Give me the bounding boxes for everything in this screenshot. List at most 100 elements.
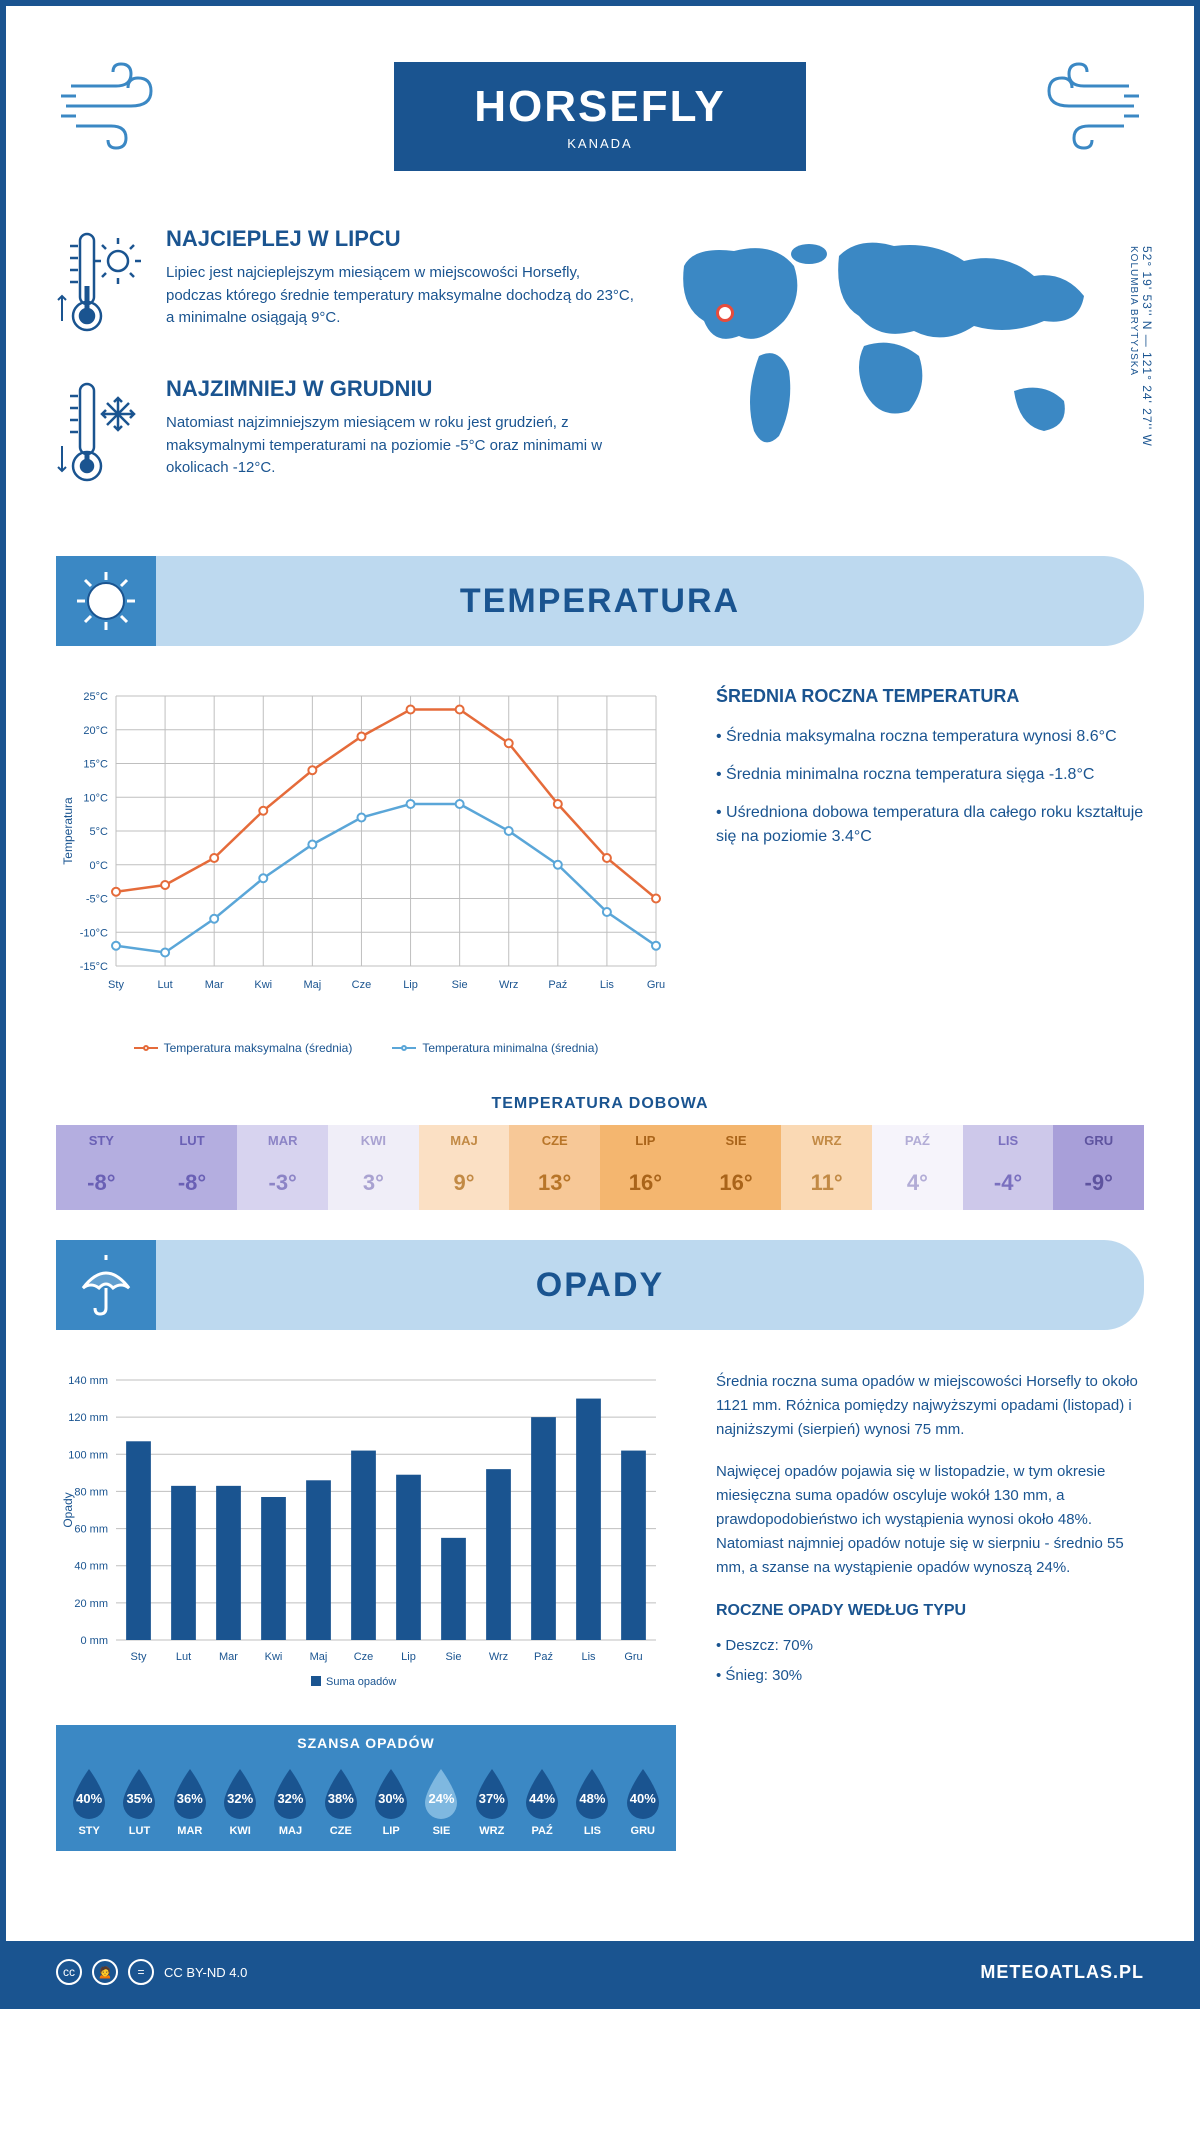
svg-text:5°C: 5°C xyxy=(90,826,109,838)
chance-drop: 38% CZE xyxy=(320,1767,362,1837)
chance-drop: 48% LIS xyxy=(571,1767,613,1837)
warmest-text: Lipiec jest najcieplejszym miesiącem w m… xyxy=(166,262,634,330)
daily-cell: WRZ11° xyxy=(781,1125,872,1210)
thermometer-cold-icon xyxy=(56,376,146,496)
daily-cell: MAJ9° xyxy=(419,1125,510,1210)
svg-text:Kwi: Kwi xyxy=(254,979,272,991)
precip-section-bar: OPADY xyxy=(56,1240,1144,1330)
location-marker-icon xyxy=(716,304,734,322)
warmest-block: NAJCIEPLEJ W LIPCU Lipiec jest najcieple… xyxy=(56,226,634,346)
title-banner: HORSEFLY KANADA xyxy=(394,62,806,171)
precip-p2: Najwięcej opadów pojawia się w listopadz… xyxy=(716,1460,1144,1580)
wind-icon-left xyxy=(56,56,176,156)
svg-text:Paź: Paź xyxy=(534,1651,553,1663)
coldest-block: NAJZIMNIEJ W GRUDNIU Natomiast najzimnie… xyxy=(56,376,634,496)
svg-text:Suma opadów: Suma opadów xyxy=(326,1676,396,1688)
daily-temp-title: TEMPERATURA DOBOWA xyxy=(56,1095,1144,1113)
svg-text:Maj: Maj xyxy=(310,1651,328,1663)
daily-cell: PAŹ4° xyxy=(872,1125,963,1210)
svg-text:80 mm: 80 mm xyxy=(74,1486,108,1498)
by-icon: 🙍 xyxy=(92,1959,118,1985)
svg-text:Gru: Gru xyxy=(647,979,665,991)
svg-text:40 mm: 40 mm xyxy=(74,1561,108,1573)
svg-text:Opady: Opady xyxy=(61,1492,75,1527)
precip-type-item: • Deszcz: 70% xyxy=(716,1634,1144,1658)
svg-text:-15°C: -15°C xyxy=(80,961,108,973)
daily-cell: MAR-3° xyxy=(237,1125,328,1210)
svg-text:-5°C: -5°C xyxy=(86,894,108,906)
umbrella-icon xyxy=(71,1250,141,1320)
daily-cell: SIE16° xyxy=(691,1125,782,1210)
svg-text:Lis: Lis xyxy=(600,979,615,991)
chance-drop: 37% WRZ xyxy=(471,1767,513,1837)
daily-cell: LUT-8° xyxy=(147,1125,238,1210)
wind-icon-right xyxy=(1024,56,1144,156)
svg-text:25°C: 25°C xyxy=(83,691,108,703)
license-text: CC BY-ND 4.0 xyxy=(164,1965,247,1980)
chance-drop: 44% PAŹ xyxy=(521,1767,563,1837)
footer: cc 🙍 = CC BY-ND 4.0 METEOATLAS.PL xyxy=(6,1941,1194,2003)
svg-text:Temperatura: Temperatura xyxy=(61,797,75,865)
svg-text:Sie: Sie xyxy=(452,979,468,991)
svg-text:Gru: Gru xyxy=(624,1651,642,1663)
chance-drop: 32% MAJ xyxy=(269,1767,311,1837)
warmest-title: NAJCIEPLEJ W LIPCU xyxy=(166,226,634,252)
svg-text:Sty: Sty xyxy=(131,1651,147,1663)
svg-text:15°C: 15°C xyxy=(83,759,108,771)
legend-item: Temperatura maksymalna (średnia) xyxy=(134,1041,353,1055)
precip-info: Średnia roczna suma opadów w miejscowośc… xyxy=(716,1370,1144,1694)
temperature-title: TEMPERATURA xyxy=(156,582,1144,621)
coldest-text: Natomiast najzimniejszym miesiącem w rok… xyxy=(166,412,634,480)
chance-drop: 40% GRU xyxy=(622,1767,664,1837)
svg-text:120 mm: 120 mm xyxy=(68,1412,108,1424)
temperature-info: ŚREDNIA ROCZNA TEMPERATURA • Średnia mak… xyxy=(716,686,1144,863)
svg-text:Lis: Lis xyxy=(581,1651,596,1663)
svg-text:140 mm: 140 mm xyxy=(68,1375,108,1387)
temp-bullet: • Średnia minimalna roczna temperatura s… xyxy=(716,763,1144,787)
svg-text:Lip: Lip xyxy=(401,1651,416,1663)
svg-text:-10°C: -10°C xyxy=(80,927,108,939)
svg-text:Lut: Lut xyxy=(176,1651,191,1663)
svg-text:0 mm: 0 mm xyxy=(81,1635,109,1647)
daily-cell: STY-8° xyxy=(56,1125,147,1210)
svg-text:10°C: 10°C xyxy=(83,792,108,804)
svg-text:Mar: Mar xyxy=(219,1651,238,1663)
daily-temp-table: STY-8°LUT-8°MAR-3°KWI3°MAJ9°CZE13°LIP16°… xyxy=(56,1125,1144,1210)
header: HORSEFLY KANADA xyxy=(56,46,1144,186)
temperature-section-bar: TEMPERATURA xyxy=(56,556,1144,646)
svg-text:Cze: Cze xyxy=(352,979,372,991)
sun-icon xyxy=(71,566,141,636)
chance-drop: 36% MAR xyxy=(169,1767,211,1837)
daily-cell: LIP16° xyxy=(600,1125,691,1210)
coldest-title: NAJZIMNIEJ W GRUDNIU xyxy=(166,376,634,402)
chance-drop: 35% LUT xyxy=(118,1767,160,1837)
daily-cell: LIS-4° xyxy=(963,1125,1054,1210)
site-name: METEOATLAS.PL xyxy=(980,1962,1144,1983)
world-map-icon xyxy=(664,226,1104,466)
intro-section: NAJCIEPLEJ W LIPCU Lipiec jest najcieple… xyxy=(56,226,1144,526)
svg-text:Wrz: Wrz xyxy=(499,979,518,991)
precip-bar-chart: 0 mm20 mm40 mm60 mm80 mm100 mm120 mm140 … xyxy=(56,1370,676,1710)
precip-chance-box: SZANSA OPADÓW 40% STY 35% LUT 36% MAR 32… xyxy=(56,1725,676,1851)
chance-drop: 30% LIP xyxy=(370,1767,412,1837)
svg-text:Lip: Lip xyxy=(403,979,418,991)
location-title: HORSEFLY xyxy=(474,82,726,132)
chance-drop: 40% STY xyxy=(68,1767,110,1837)
svg-text:Kwi: Kwi xyxy=(265,1651,283,1663)
svg-text:60 mm: 60 mm xyxy=(74,1524,108,1536)
temp-bullet: • Średnia maksymalna roczna temperatura … xyxy=(716,725,1144,749)
daily-cell: KWI3° xyxy=(328,1125,419,1210)
svg-text:Maj: Maj xyxy=(303,979,321,991)
daily-cell: CZE13° xyxy=(509,1125,600,1210)
temp-info-title: ŚREDNIA ROCZNA TEMPERATURA xyxy=(716,686,1144,707)
cc-icon: cc xyxy=(56,1959,82,1985)
temperature-line-chart: -15°C-10°C-5°C0°C5°C10°C15°C20°C25°CStyL… xyxy=(56,686,676,1055)
temp-bullet: • Uśredniona dobowa temperatura dla całe… xyxy=(716,801,1144,849)
precip-type-item: • Śnieg: 30% xyxy=(716,1664,1144,1688)
nd-icon: = xyxy=(128,1959,154,1985)
precip-title: OPADY xyxy=(156,1266,1144,1305)
world-map-block: 52° 19' 53'' N — 121° 24' 27'' W KOLUMBI… xyxy=(664,226,1144,526)
license-block: cc 🙍 = CC BY-ND 4.0 xyxy=(56,1959,247,1985)
svg-text:Wrz: Wrz xyxy=(489,1651,508,1663)
legend-item: Temperatura minimalna (średnia) xyxy=(392,1041,598,1055)
